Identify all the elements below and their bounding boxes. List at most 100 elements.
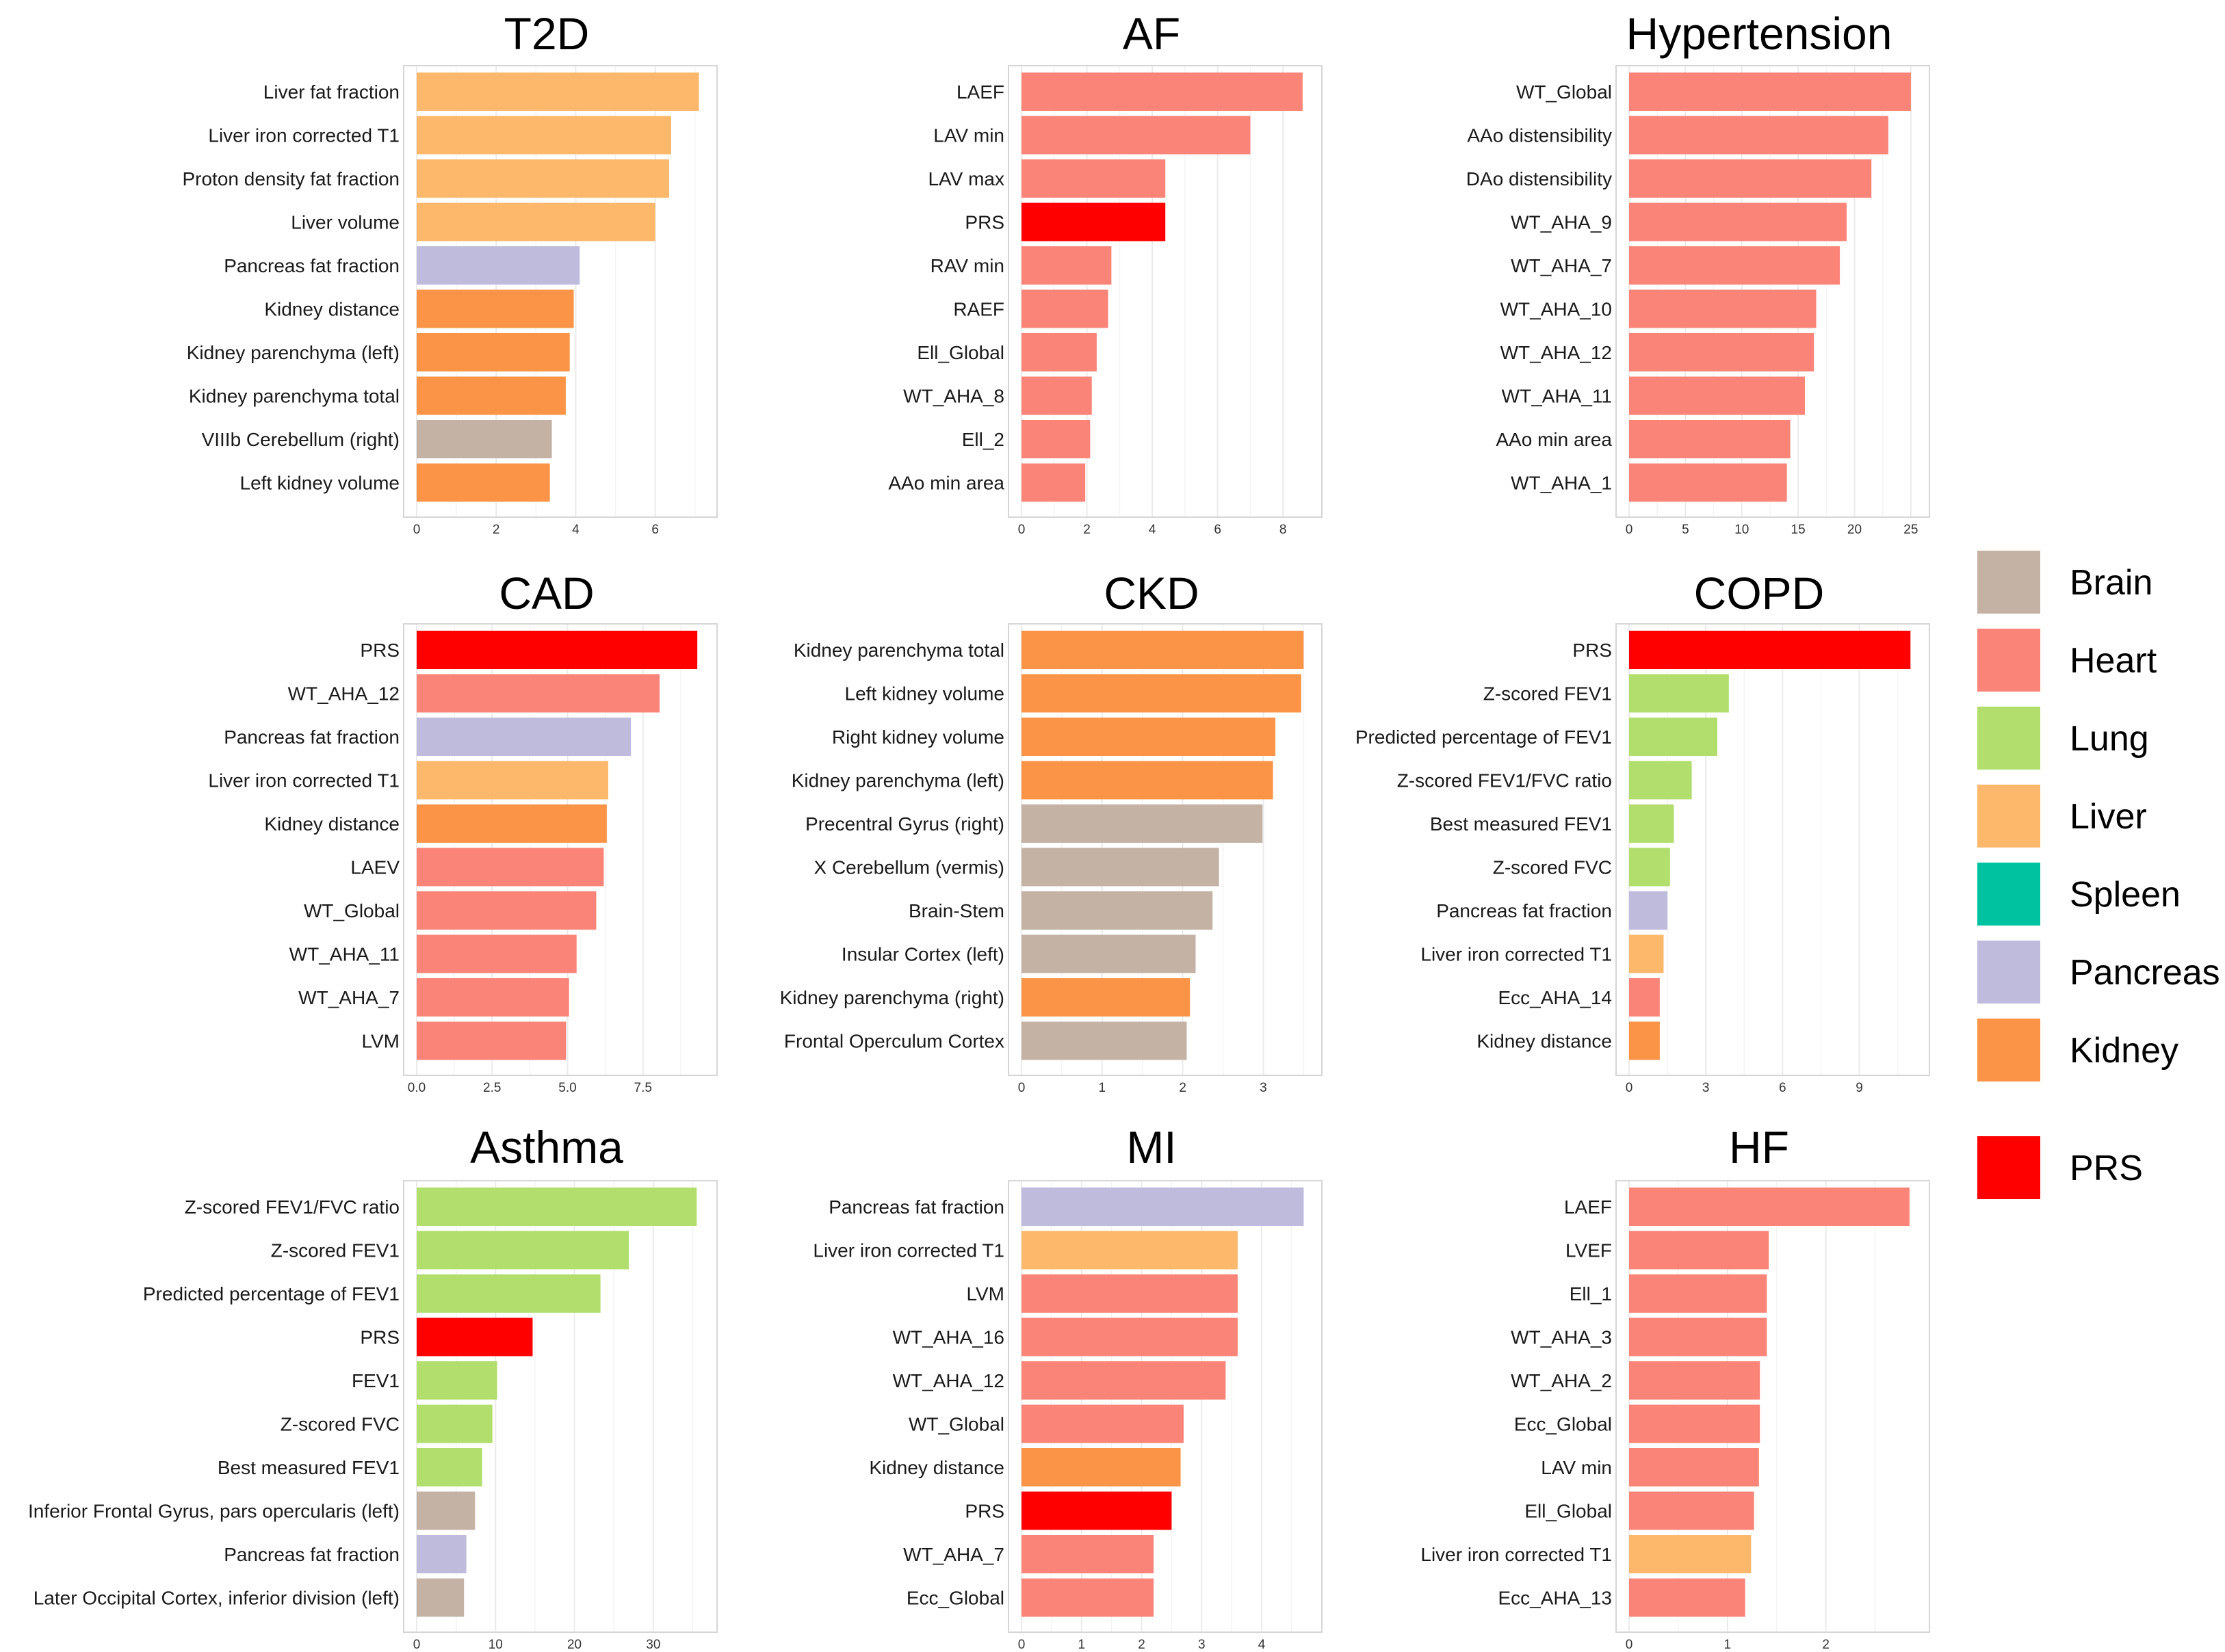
af-bar-wt-aha-8 (1022, 376, 1092, 415)
hf-bar-liver-iron-corrected-t1 (1629, 1535, 1752, 1573)
af-category-label: WT_AHA_8 (903, 386, 1004, 407)
legend-swatch-pancreas (1977, 941, 2040, 1004)
mi-bar-lvm (1022, 1274, 1238, 1313)
hf-x-tick-label: 0 (1626, 1638, 1633, 1652)
copd-bar-z-scored-fev1 (1629, 674, 1729, 713)
hf-bar-ecc-global (1629, 1404, 1760, 1443)
legend-swatch-liver (1977, 785, 2040, 848)
ckd-bar-kidney-parenchyma-total (1022, 631, 1304, 669)
asthma-category-label: Z-scored FEV1/FVC ratio (185, 1196, 400, 1218)
hf-category-label: Ecc_Global (1514, 1414, 1612, 1435)
ckd-x-tick-label: 0 (1018, 1081, 1026, 1095)
mi-x-tick-label: 2 (1138, 1638, 1145, 1652)
asthma-bar-best-measured-fev1 (417, 1448, 482, 1486)
t2d-bar-liver-fat-fraction (417, 73, 699, 111)
cad-x-tick-label: 7.5 (634, 1081, 652, 1095)
mi-category-label: Pancreas fat fraction (829, 1196, 1004, 1218)
legend-label-liver: Liver (2070, 797, 2147, 837)
hypertension-category-label: AAo distensibility (1467, 125, 1612, 146)
t2d-x-tick-label: 2 (493, 523, 500, 537)
ckd-bar-kidney-parenchyma-left (1022, 761, 1273, 800)
cad-bar-wt-aha-7 (417, 978, 569, 1017)
asthma-x-tick-label: 20 (567, 1638, 582, 1652)
af-bar-ell-2 (1022, 420, 1091, 458)
mi-category-label: WT_AHA_7 (903, 1544, 1004, 1565)
mi-category-label: PRS (965, 1501, 1004, 1522)
hypertension-category-label: WT_Global (1516, 81, 1612, 103)
af-bar-prs (1022, 202, 1166, 241)
cad-bar-wt-aha-12 (417, 674, 660, 713)
asthma-category-label: Z-scored FVC (281, 1414, 400, 1435)
ckd-category-label: Precentral Gyrus (right) (805, 813, 1004, 835)
asthma-bar-pancreas-fat-fraction (417, 1535, 467, 1573)
t2d-bar-liver-iron-corrected-t1 (417, 116, 671, 155)
mi-bar-kidney-distance (1022, 1448, 1181, 1486)
legend-swatch-heart (1977, 629, 2040, 692)
hypertension-bar-wt-aha-7 (1629, 246, 1840, 285)
mi-bar-prs (1022, 1491, 1172, 1530)
asthma-category-label: PRS (360, 1327, 400, 1348)
t2d-x-tick-label: 6 (651, 523, 659, 537)
af-x-tick-label: 8 (1279, 523, 1287, 537)
ckd-category-label: Insular Cortex (left) (842, 944, 1004, 965)
cad-category-label: WT_AHA_12 (288, 683, 400, 705)
copd-panel-title: COPD (1694, 568, 1825, 618)
t2d-x-tick-label: 4 (572, 523, 580, 537)
hypertension-bar-dao-distensibility (1629, 159, 1872, 198)
hypertension-x-tick-label: 0 (1626, 523, 1633, 537)
hf-bar-ell-global (1629, 1491, 1754, 1530)
legend-label-brain: Brain (2070, 563, 2152, 603)
asthma-bar-z-scored-fev1-fvc-ratio (417, 1188, 697, 1226)
copd-category-label: Ecc_AHA_14 (1498, 987, 1612, 1008)
mi-bar-wt-aha-7 (1022, 1535, 1154, 1573)
t2d-bar-pancreas-fat-fraction (417, 246, 580, 285)
copd-category-label: Z-scored FVC (1493, 857, 1612, 878)
hf-category-label: Liver iron corrected T1 (1420, 1544, 1612, 1565)
copd-bar-z-scored-fev1-fvc-ratio (1629, 761, 1692, 800)
mi-bar-ecc-global (1022, 1578, 1154, 1617)
cad-bar-pancreas-fat-fraction (417, 718, 632, 756)
panel-hypertension: WT_Global AAo distensibility DAo distensib… (1466, 8, 1930, 537)
mi-category-label: Kidney distance (869, 1457, 1004, 1478)
ckd-bar-frontal-operculum-cortex (1022, 1021, 1187, 1060)
hypertension-bar-aao-min-area (1629, 420, 1791, 458)
t2d-panel-title: T2D (504, 8, 590, 59)
ckd-x-tick-label: 3 (1260, 1081, 1267, 1095)
hypertension-bar-wt-aha-10 (1629, 289, 1817, 328)
af-x-tick-label: 6 (1214, 523, 1221, 537)
asthma-category-label: Pancreas fat fraction (224, 1544, 400, 1565)
asthma-category-label: Later Occipital Cortex, inferior divisio… (34, 1588, 400, 1609)
panel-asthma: Z-scored FEV1/FVC ratio Z-scored FEV1 Pred… (28, 1122, 718, 1652)
copd-category-label: Best measured FEV1 (1430, 813, 1612, 835)
copd-category-label: Z-scored FEV1/FVC ratio (1397, 770, 1612, 791)
copd-bar-ecc-aha-14 (1629, 978, 1660, 1017)
hypertension-category-label: AAo min area (1496, 429, 1612, 450)
af-category-label: LAV max (928, 168, 1004, 189)
hf-x-tick-label: 2 (1822, 1638, 1830, 1652)
copd-bar-best-measured-fev1 (1629, 804, 1674, 843)
hf-panel-title: HF (1729, 1122, 1789, 1172)
legend-label-spleen: Spleen (2070, 875, 2181, 915)
asthma-x-tick-label: 0 (413, 1638, 421, 1652)
hf-bar-lvef (1629, 1231, 1769, 1270)
copd-category-label: Z-scored FEV1 (1483, 683, 1612, 705)
cad-category-label: WT_AHA_7 (298, 987, 400, 1008)
legend-swatch-kidney (1977, 1019, 2040, 1081)
hypertension-bar-aao-distensibility (1629, 116, 1888, 155)
mi-x-tick-label: 4 (1258, 1638, 1266, 1652)
af-panel-title: AF (1123, 8, 1180, 59)
t2d-category-label: Kidney parenchyma total (189, 386, 400, 407)
af-bar-lav-max (1022, 159, 1166, 198)
hf-category-label: LAV min (1541, 1457, 1612, 1478)
copd-bar-prs (1629, 631, 1911, 669)
af-category-label: RAV min (931, 255, 1004, 276)
mi-x-tick-label: 3 (1198, 1638, 1206, 1652)
ckd-category-label: Right kidney volume (832, 726, 1004, 748)
ckd-category-label: Frontal Operculum Cortex (784, 1031, 1004, 1052)
panel-mi: Pancreas fat fraction Liver iron correcte… (813, 1122, 1323, 1652)
t2d-bar-proton-density-fat-fraction (417, 159, 669, 198)
asthma-category-label: Inferior Frontal Gyrus, pars opercularis… (28, 1501, 400, 1522)
af-category-label: AAo min area (888, 473, 1004, 494)
legend-label-pancreas: Pancreas (2070, 953, 2220, 993)
